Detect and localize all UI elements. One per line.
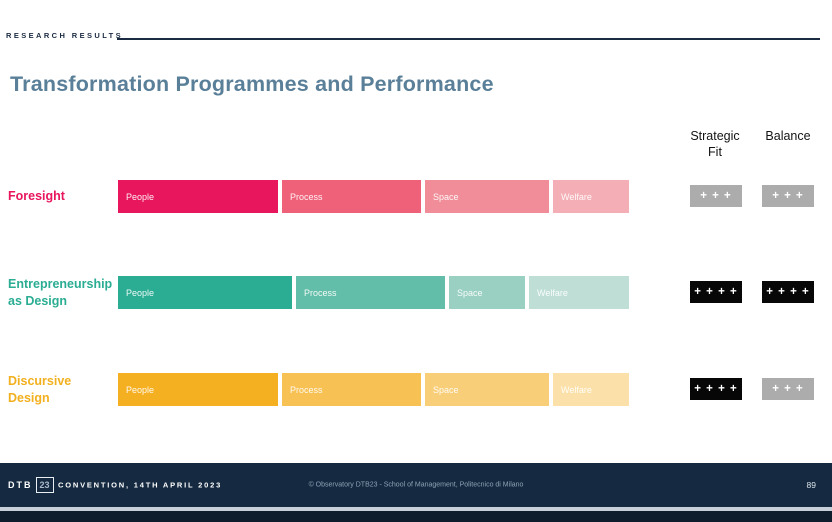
segment-label: Welfare xyxy=(561,191,592,202)
balance-rating-badge: + + + xyxy=(762,378,814,400)
programme-row-discursive-design: Discursive Design People Process Space W… xyxy=(0,373,832,406)
programme-row-entrepreneurship-as-design: Entrepreneurship as Design People Proces… xyxy=(0,276,832,309)
segment-space: Space xyxy=(449,276,525,309)
segment-welfare: Welfare xyxy=(553,180,629,213)
segment-label: Space xyxy=(433,384,459,395)
segment-process: Process xyxy=(296,276,445,309)
dtb23-logo: DTB 23 xyxy=(8,477,54,493)
programme-label: Foresight xyxy=(8,189,65,204)
programme-bar: People Process Space Welfare xyxy=(118,180,629,213)
programme-bar: People Process Space Welfare xyxy=(118,276,629,309)
segment-label: People xyxy=(126,191,155,202)
programme-label: Entrepreneurship as Design xyxy=(8,276,113,308)
segment-label: Welfare xyxy=(537,287,568,298)
logo-text: DTB xyxy=(8,480,33,490)
eyebrow-label: RESEARCH RESULTS xyxy=(6,31,124,40)
segment-people: People xyxy=(118,373,278,406)
segment-label: People xyxy=(126,287,155,298)
page-title: Transformation Programmes and Performanc… xyxy=(10,72,494,96)
segment-space: Space xyxy=(425,180,549,213)
segment-label: Space xyxy=(433,191,459,202)
segment-process: Process xyxy=(282,180,421,213)
segment-label: Process xyxy=(290,191,323,202)
strategic-fit-rating-badge: + + + xyxy=(690,185,742,207)
segment-label: Process xyxy=(290,384,323,395)
segment-label: People xyxy=(126,384,155,395)
balance-rating-badge: + + + xyxy=(762,185,814,207)
logo-year-box: 23 xyxy=(35,477,54,493)
segment-label: Space xyxy=(457,287,483,298)
programme-bar: People Process Space Welfare xyxy=(118,373,629,406)
strategic-fit-rating-badge: + + + + xyxy=(690,281,742,303)
segment-label: Welfare xyxy=(561,384,592,395)
programme-label: Discursive Design xyxy=(8,373,72,405)
segment-welfare: Welfare xyxy=(529,276,629,309)
column-header-strategic-fit: Strategic Fit xyxy=(690,129,740,160)
strategic-fit-rating-badge: + + + + xyxy=(690,378,742,400)
segment-label: Process xyxy=(304,287,337,298)
segment-process: Process xyxy=(282,373,421,406)
segment-people: People xyxy=(118,276,292,309)
event-caption: CONVENTION, 14TH APRIL 2023 xyxy=(58,480,223,490)
slide-bottom-edge xyxy=(0,507,832,511)
segment-welfare: Welfare xyxy=(553,373,629,406)
footer-bar: DTB 23 CONVENTION, 14TH APRIL 2023 © Obs… xyxy=(0,463,832,507)
background-strip xyxy=(0,511,832,522)
page-number: 89 xyxy=(806,480,816,490)
copyright-text: © Observatory DTB23 - School of Manageme… xyxy=(308,481,524,489)
column-header-balance: Balance xyxy=(765,129,811,143)
segment-people: People xyxy=(118,180,278,213)
segment-space: Space xyxy=(425,373,549,406)
programme-row-foresight: Foresight People Process Space Welfare +… xyxy=(0,180,832,213)
header-rule xyxy=(117,38,820,40)
balance-rating-badge: + + + + xyxy=(762,281,814,303)
